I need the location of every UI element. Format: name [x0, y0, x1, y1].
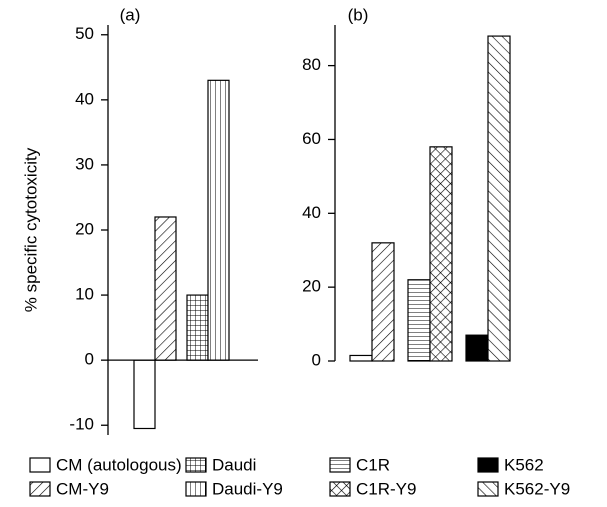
bar	[407, 279, 431, 362]
y-tick-label: 20	[302, 277, 321, 296]
y-tick-label: 40	[75, 89, 94, 108]
bar	[349, 354, 373, 362]
legend-label: C1R	[356, 455, 390, 474]
legend-swatch	[29, 481, 51, 497]
y-tick-label: 0	[85, 350, 94, 369]
legend-swatch	[329, 481, 351, 497]
panel-title: (b)	[348, 5, 369, 24]
legend-label: CM-Y9	[56, 479, 109, 498]
legend-label: C1R-Y9	[356, 479, 416, 498]
legend-swatch	[185, 457, 207, 473]
legend-label: Daudi-Y9	[212, 479, 283, 498]
legend-label: CM (autologous)	[56, 455, 182, 474]
legend-swatch	[477, 457, 499, 473]
y-tick-label: 80	[302, 55, 321, 74]
legend-label: Daudi	[212, 455, 256, 474]
y-tick-label: -10	[69, 415, 94, 434]
bar	[465, 334, 489, 362]
legend-label: K562-Y9	[504, 479, 570, 498]
y-axis-label: % specific cytotoxicity	[21, 147, 40, 312]
bar	[487, 35, 511, 362]
y-tick-label: 20	[75, 219, 94, 238]
bar	[371, 242, 395, 362]
bar	[133, 359, 156, 430]
legend-swatch	[185, 481, 207, 497]
panel-title: (a)	[120, 5, 141, 24]
y-tick-label: 30	[75, 154, 94, 173]
bar	[207, 79, 230, 361]
y-tick-label: 0	[312, 350, 321, 369]
bar	[154, 216, 177, 361]
y-tick-label: 50	[75, 24, 94, 43]
legend-swatch	[29, 457, 51, 473]
y-tick-label: 40	[302, 203, 321, 222]
bar	[429, 146, 453, 362]
legend-swatch	[477, 481, 499, 497]
y-tick-label: 10	[75, 285, 94, 304]
y-tick-label: 60	[302, 129, 321, 148]
legend-label: K562	[504, 455, 544, 474]
legend-swatch	[329, 457, 351, 473]
bar	[186, 294, 209, 361]
